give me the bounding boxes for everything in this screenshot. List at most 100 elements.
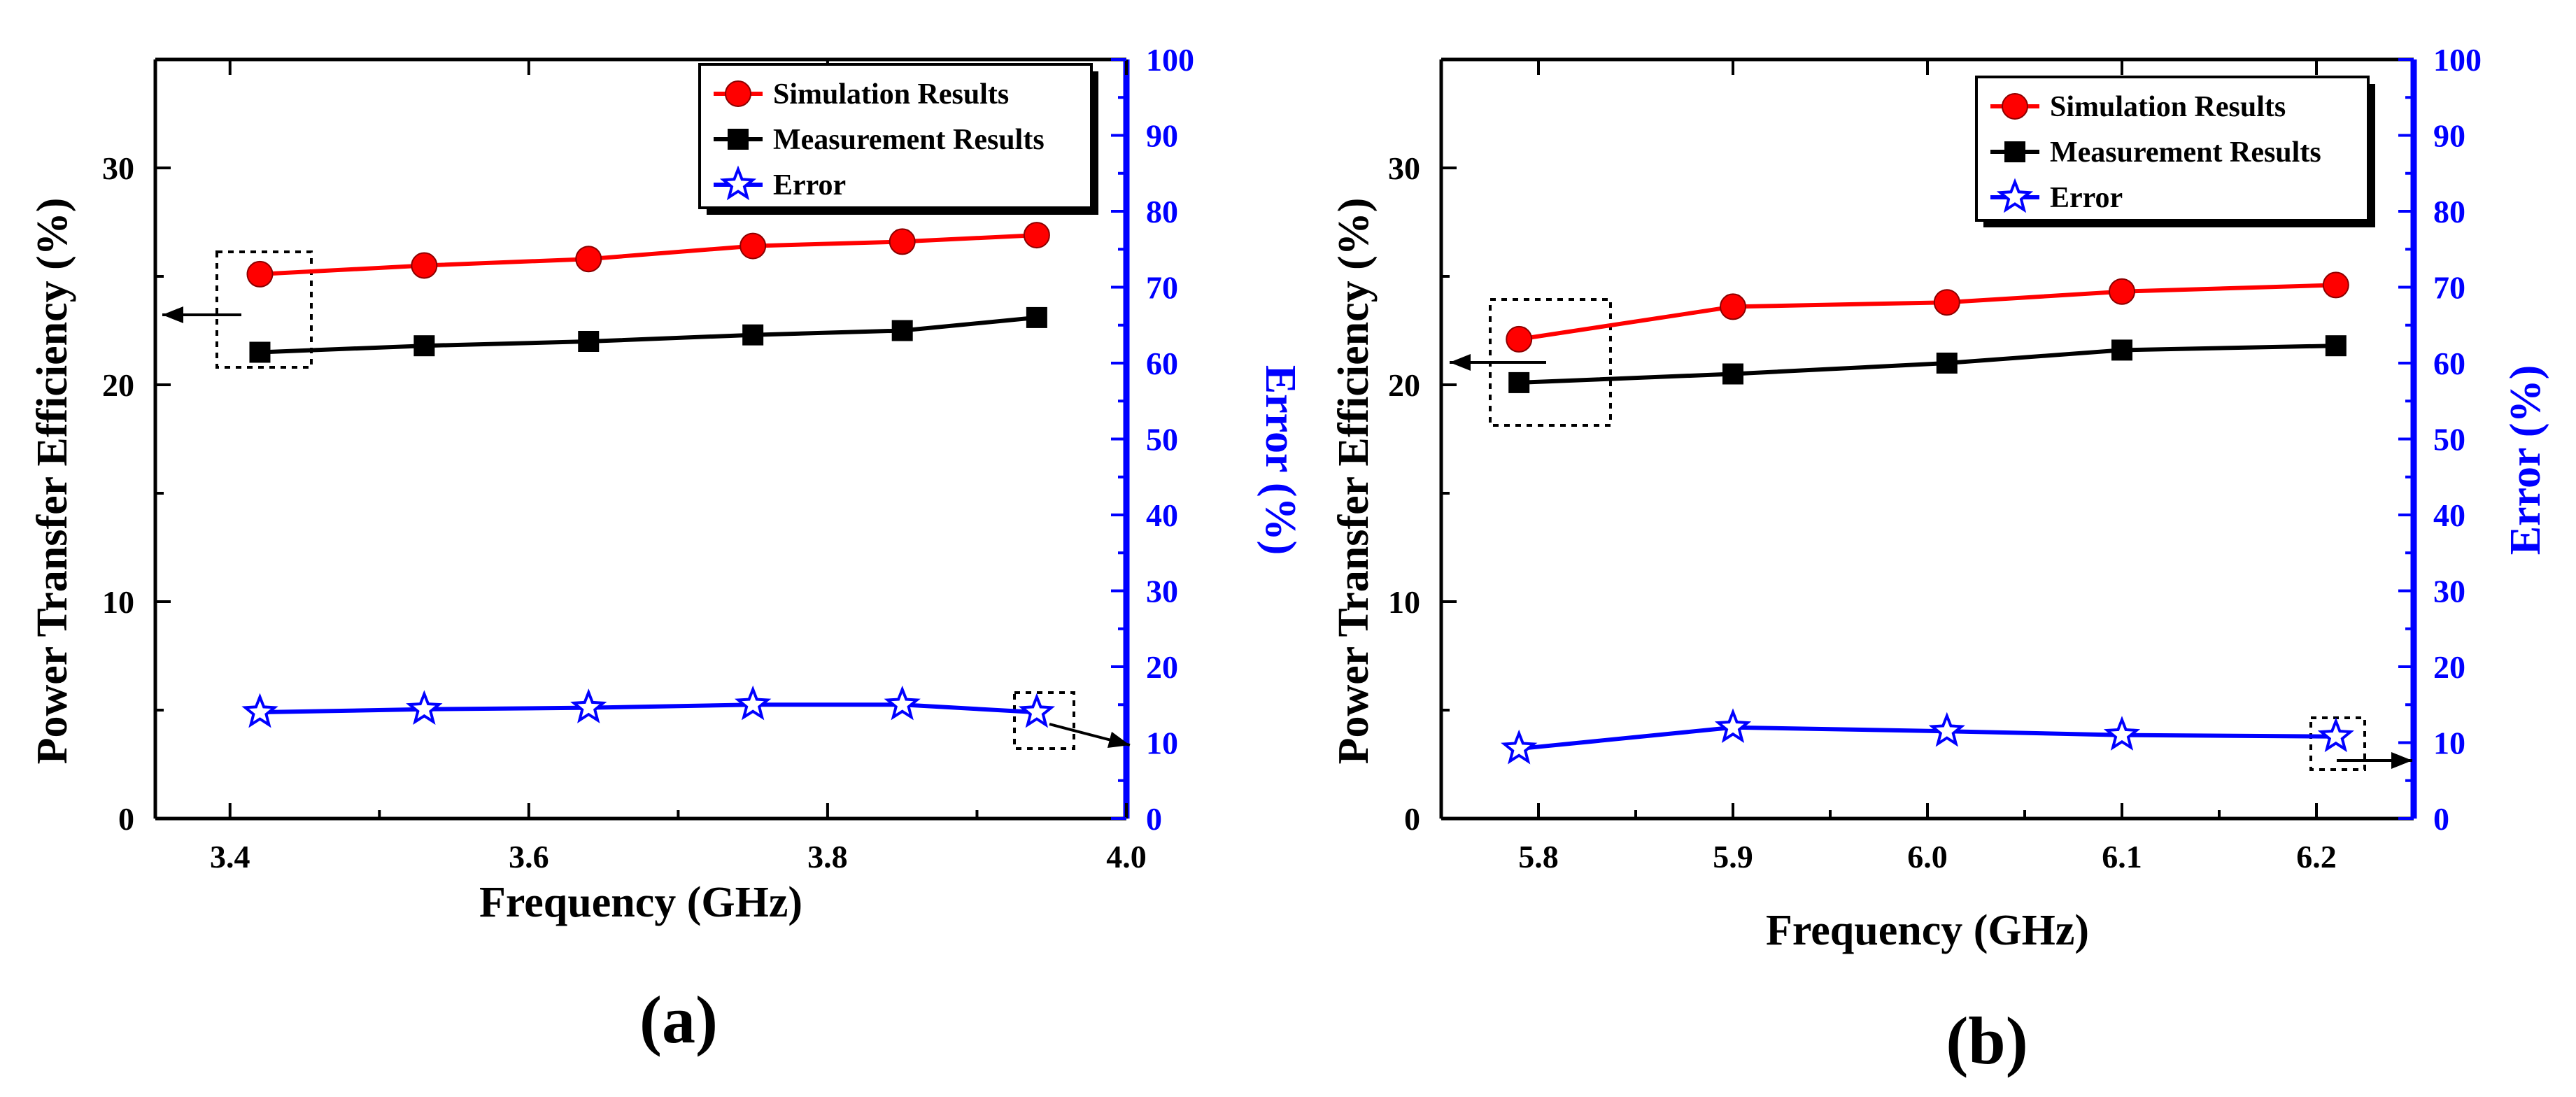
legend-marker — [2002, 93, 2028, 120]
x-tick-label: 4.0 — [1106, 839, 1147, 875]
legend-marker — [725, 80, 751, 107]
y2-tick-label: 40 — [1146, 497, 1178, 533]
y-tick-label: 30 — [102, 150, 134, 186]
legend — [698, 63, 1093, 209]
y2-tick-label: 10 — [1146, 726, 1178, 761]
y2-tick-label: 60 — [2433, 346, 2465, 381]
series-0-point — [246, 260, 274, 288]
y2-tick-label: 90 — [1146, 118, 1178, 154]
series-line-1 — [1519, 344, 2336, 385]
series-line-0 — [1518, 283, 2336, 341]
y2-tick-label: 10 — [2433, 726, 2465, 761]
legend-label: Measurement Results — [2050, 136, 2321, 169]
series-1-point — [2111, 339, 2132, 361]
series-2-point — [1928, 712, 1965, 747]
annotation-box-right — [1013, 691, 1075, 750]
legend-label: Simulation Results — [2050, 91, 2286, 123]
series-line-0 — [260, 233, 1038, 276]
legend — [1975, 76, 2370, 222]
y2-tick-label: 80 — [2433, 194, 2465, 229]
y-tick-label: 20 — [102, 367, 134, 403]
y-axis-title: Power Transfer Efficiency (%) — [1330, 198, 1378, 765]
legend-label: Simulation Results — [773, 78, 1009, 111]
series-0-point — [2322, 271, 2349, 299]
series-0-point — [411, 252, 438, 279]
series-1-point — [1026, 306, 1047, 328]
series-1-point — [578, 331, 600, 352]
y2-tick-label: 70 — [2433, 270, 2465, 306]
legend-marker — [728, 129, 749, 150]
y2-tick-label: 90 — [2433, 118, 2465, 154]
x-tick-label: 5.9 — [1713, 839, 1753, 875]
series-2-point — [570, 688, 607, 723]
y2-tick-label: 50 — [2433, 422, 2465, 458]
y-tick-label: 20 — [1388, 367, 1420, 403]
x-tick-label: 5.8 — [1518, 839, 1559, 875]
y2-tick-label: 20 — [1146, 649, 1178, 685]
x-axis-title: Frequency (GHz) — [479, 879, 802, 926]
y2-tick-label: 30 — [1146, 574, 1178, 609]
series-1-point — [2325, 335, 2347, 357]
y2-tick-label: 0 — [1146, 801, 1162, 837]
x-tick-label: 3.8 — [807, 839, 848, 875]
y2-axis-title: Error (%) — [2502, 365, 2549, 555]
series-1-point — [249, 341, 271, 363]
x-axis-title: Frequency (GHz) — [1766, 907, 2089, 954]
y2-tick-label: 60 — [1146, 346, 1178, 381]
series-2-point — [734, 685, 772, 721]
arrow-head — [2391, 752, 2412, 769]
panel-label: (b) — [1946, 1003, 2027, 1078]
y2-tick-label: 100 — [2433, 42, 2482, 78]
x-tick-label: 6.2 — [2296, 839, 2337, 875]
y2-tick-label: 80 — [1146, 194, 1178, 229]
series-0-point — [1720, 293, 1746, 320]
series-0-point — [1023, 222, 1050, 249]
y-tick-label: 0 — [118, 801, 134, 837]
series-1-point — [742, 324, 764, 346]
y2-tick-label: 30 — [2433, 574, 2465, 609]
series-line-1 — [260, 315, 1038, 355]
series-2-point — [1501, 729, 1538, 765]
arrow-head — [1450, 354, 1471, 371]
y2-axis-title: Error (%) — [1257, 365, 1304, 555]
legend-label: Error — [773, 169, 846, 201]
y2-tick-label: 20 — [2433, 649, 2465, 685]
series-1-point — [1936, 353, 1958, 374]
legend-label: Error — [2050, 182, 2123, 214]
panel-label: (a) — [639, 982, 718, 1057]
y2-tick-label: 0 — [2433, 801, 2449, 837]
series-2-point — [1018, 693, 1056, 728]
y2-tick-label: 70 — [1146, 270, 1178, 306]
series-2-point — [1714, 708, 1752, 744]
x-tick-label: 3.6 — [509, 839, 549, 875]
series-0-point — [1933, 289, 1960, 316]
series-2-point — [2317, 717, 2354, 753]
series-2-point — [241, 693, 278, 728]
y-tick-label: 0 — [1404, 801, 1420, 837]
y-tick-label: 10 — [1388, 584, 1420, 620]
series-0-point — [739, 232, 767, 260]
series-1-point — [1722, 363, 1743, 385]
legend-marker — [719, 165, 757, 201]
y2-tick-label: 50 — [1146, 422, 1178, 458]
arrow-head — [162, 306, 183, 323]
legend-marker — [1996, 178, 2034, 213]
y-tick-label: 30 — [1388, 150, 1420, 186]
y-axis-title: Power Transfer Efficiency (%) — [29, 198, 76, 765]
series-2-point — [884, 685, 921, 721]
x-tick-label: 6.0 — [1907, 839, 1948, 875]
y2-tick-label: 40 — [2433, 497, 2465, 533]
series-2-point — [406, 690, 443, 726]
annotation-box-left — [215, 250, 313, 369]
series-2-point — [2103, 716, 2141, 751]
arrow-head — [1107, 731, 1130, 749]
annotation-box-right — [2309, 716, 2366, 771]
series-line-2 — [260, 702, 1038, 715]
series-line-2 — [1518, 725, 2336, 751]
series-1-point — [891, 320, 913, 341]
series-0-point — [1506, 325, 1533, 353]
series-1-point — [1508, 371, 1530, 393]
series-0-point — [2109, 278, 2135, 305]
x-tick-label: 3.4 — [210, 839, 250, 875]
